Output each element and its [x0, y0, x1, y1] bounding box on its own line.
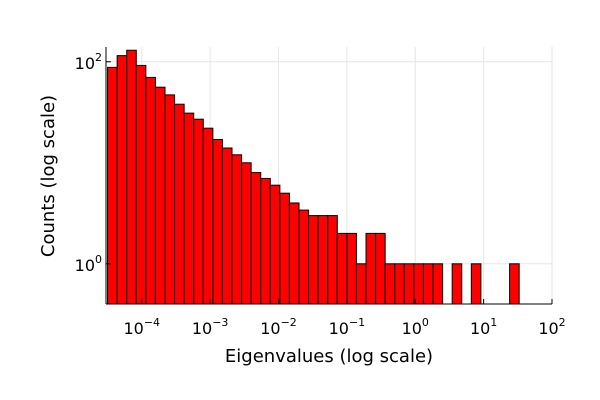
histogram-bar [422, 263, 434, 305]
histogram-bar [384, 263, 396, 305]
x-tick-label: 102 [538, 316, 565, 338]
x-tick-label: 10−1 [329, 316, 366, 338]
x-tick-label: 100 [402, 316, 429, 338]
histogram-bar [509, 263, 520, 305]
histogram-bar [327, 215, 338, 305]
histogram-bar [107, 66, 118, 305]
histogram-bar [355, 263, 367, 305]
histogram-bar [317, 215, 329, 305]
histogram-bar [260, 177, 271, 305]
axes [105, 47, 552, 305]
histogram-bar [403, 263, 415, 305]
histogram-bar [154, 86, 166, 305]
grid [106, 47, 553, 304]
histogram-bar [394, 263, 405, 305]
y-axis-title: Counts (log scale) [38, 95, 59, 257]
histogram-bar [375, 232, 386, 305]
histogram-bar [202, 127, 214, 305]
histogram-bar [365, 232, 377, 305]
histogram-bar [145, 76, 156, 305]
histogram-bar [279, 192, 290, 305]
histogram-bar [231, 154, 243, 305]
histogram-bar [298, 209, 310, 305]
histogram-bar [126, 49, 137, 305]
histogram-bar [269, 184, 281, 305]
histogram-bar [288, 202, 300, 305]
bars [107, 49, 520, 305]
histogram-bar [174, 103, 185, 305]
histogram-bar [308, 215, 319, 305]
y-tick-label: 100 [75, 253, 102, 275]
x-tick-label: 10−4 [123, 316, 160, 338]
histogram-bar [413, 263, 424, 305]
histogram-bar [451, 263, 463, 305]
histogram-bar [221, 147, 233, 305]
x-ticks: 10−4 10−3 10−2 10−1 100 101 102 [123, 299, 566, 338]
x-tick-label: 10−2 [260, 316, 297, 338]
histogram-bar [250, 172, 262, 305]
x-tick-label: 101 [470, 316, 497, 338]
histogram-bar [336, 232, 348, 305]
histogram-bar [183, 112, 195, 305]
y-ticks: 100 102 [75, 51, 111, 275]
histogram-bar [116, 55, 128, 305]
histogram-bar [164, 94, 176, 305]
x-tick-label: 10−3 [192, 316, 229, 338]
histogram-bar [432, 263, 444, 305]
histogram-bar [193, 118, 204, 305]
histogram-bar [346, 232, 357, 305]
histogram-bar [212, 139, 223, 305]
histogram-bar [135, 64, 147, 305]
histogram-bar [241, 162, 252, 305]
y-tick-label: 102 [75, 51, 102, 73]
x-axis-title: Eigenvalues (log scale) [225, 346, 433, 367]
histogram-bar [470, 263, 482, 305]
